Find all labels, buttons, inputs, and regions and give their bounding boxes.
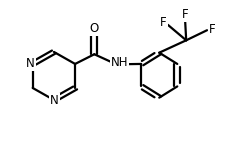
Text: N: N: [50, 94, 59, 107]
Text: O: O: [90, 22, 99, 35]
Text: F: F: [160, 16, 167, 29]
Text: F: F: [182, 8, 188, 21]
Text: F: F: [208, 23, 215, 36]
Text: N: N: [26, 58, 35, 70]
Text: NH: NH: [110, 56, 128, 69]
